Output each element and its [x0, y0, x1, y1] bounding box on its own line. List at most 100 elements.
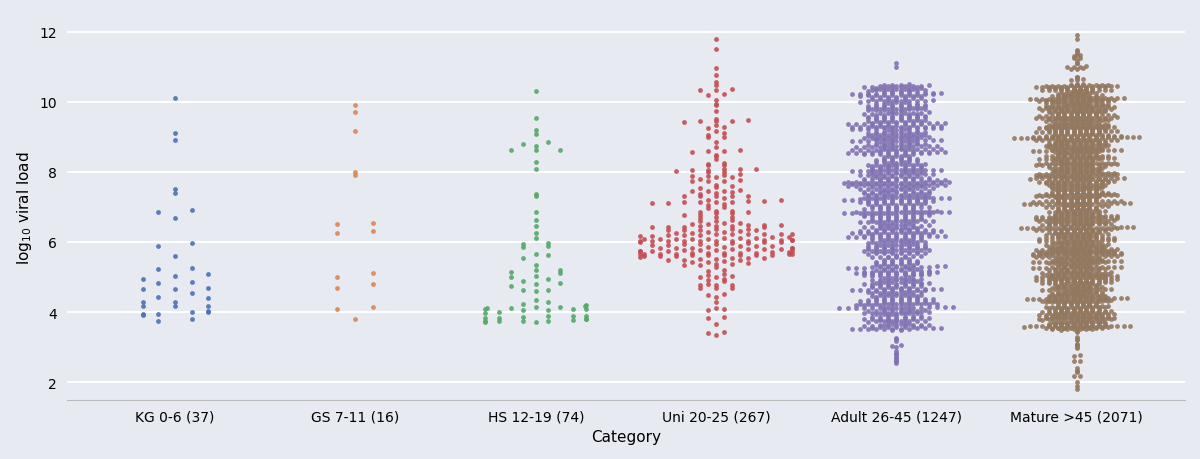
Point	[1064, 246, 1084, 254]
Point	[539, 299, 558, 306]
Point	[1086, 93, 1105, 100]
Point	[1049, 289, 1068, 296]
Point	[1039, 128, 1058, 135]
Point	[514, 244, 533, 252]
Point	[1058, 313, 1078, 320]
Point	[1058, 265, 1078, 273]
Point	[346, 109, 365, 117]
Point	[911, 231, 930, 239]
Point	[907, 92, 926, 99]
Point	[1090, 259, 1109, 266]
Point	[1074, 82, 1093, 90]
Point	[1129, 134, 1148, 141]
Point	[1090, 219, 1109, 227]
Point	[863, 301, 882, 308]
Point	[1045, 221, 1064, 229]
Point	[1043, 97, 1062, 104]
Point	[1036, 118, 1055, 125]
Point	[890, 296, 910, 303]
Point	[1090, 122, 1109, 129]
Point	[1051, 128, 1070, 135]
Point	[895, 152, 914, 159]
Point	[1064, 176, 1084, 184]
Point	[1090, 276, 1109, 284]
Point	[1067, 32, 1086, 39]
Point	[887, 324, 906, 331]
Point	[1092, 97, 1111, 105]
Point	[1051, 127, 1070, 134]
Point	[1070, 185, 1090, 193]
Point	[883, 200, 902, 207]
Point	[1043, 198, 1062, 206]
Point	[690, 238, 709, 245]
Point	[1098, 224, 1117, 232]
Point	[674, 199, 694, 207]
Point	[1096, 221, 1115, 228]
Point	[1045, 226, 1064, 234]
Point	[1074, 195, 1093, 202]
Point	[1098, 198, 1117, 205]
Point	[890, 250, 910, 257]
Point	[878, 208, 898, 216]
Point	[707, 226, 726, 234]
Point	[878, 290, 898, 297]
Point	[904, 203, 923, 211]
Point	[1036, 315, 1055, 323]
Point	[1076, 249, 1096, 256]
Point	[1055, 205, 1074, 213]
Point	[1096, 139, 1115, 146]
Point	[1058, 322, 1078, 329]
Point	[1090, 98, 1109, 106]
Point	[1045, 104, 1064, 111]
Point	[1080, 232, 1099, 239]
Point	[1092, 132, 1111, 139]
Point	[539, 240, 558, 247]
Point	[1049, 184, 1068, 191]
Point	[1092, 142, 1111, 150]
Point	[858, 326, 877, 333]
Point	[1070, 213, 1090, 220]
Point	[883, 199, 902, 206]
Point	[1049, 189, 1068, 196]
Point	[858, 198, 877, 206]
Point	[1092, 134, 1111, 142]
Point	[911, 122, 930, 129]
Point	[904, 223, 923, 230]
Point	[1045, 298, 1064, 305]
Point	[1026, 96, 1045, 103]
Point	[931, 325, 950, 332]
Point	[895, 188, 914, 195]
Point	[1055, 263, 1074, 271]
Point	[1080, 105, 1099, 112]
Point	[1064, 148, 1084, 156]
Point	[890, 191, 910, 199]
Point	[1070, 163, 1090, 171]
Point	[1070, 242, 1090, 249]
Point	[1096, 103, 1115, 110]
Point	[1049, 143, 1068, 151]
Point	[907, 137, 926, 145]
Point	[878, 235, 898, 242]
Point	[863, 87, 882, 94]
Point	[1045, 126, 1064, 133]
Point	[1092, 170, 1111, 177]
Point	[1039, 298, 1058, 305]
Point	[887, 224, 906, 232]
Point	[1082, 115, 1102, 122]
Point	[1092, 271, 1111, 278]
Point	[899, 250, 918, 257]
Point	[907, 157, 926, 165]
Point	[149, 294, 168, 301]
Point	[1043, 113, 1062, 120]
Point	[1049, 83, 1068, 90]
Point	[1080, 113, 1099, 121]
Point	[866, 103, 886, 111]
Point	[1061, 313, 1080, 321]
Point	[1061, 223, 1080, 230]
Point	[1055, 325, 1074, 332]
Point	[1033, 137, 1052, 145]
Point	[887, 358, 906, 365]
Point	[904, 301, 923, 308]
Point	[1061, 325, 1080, 332]
Point	[714, 278, 733, 285]
